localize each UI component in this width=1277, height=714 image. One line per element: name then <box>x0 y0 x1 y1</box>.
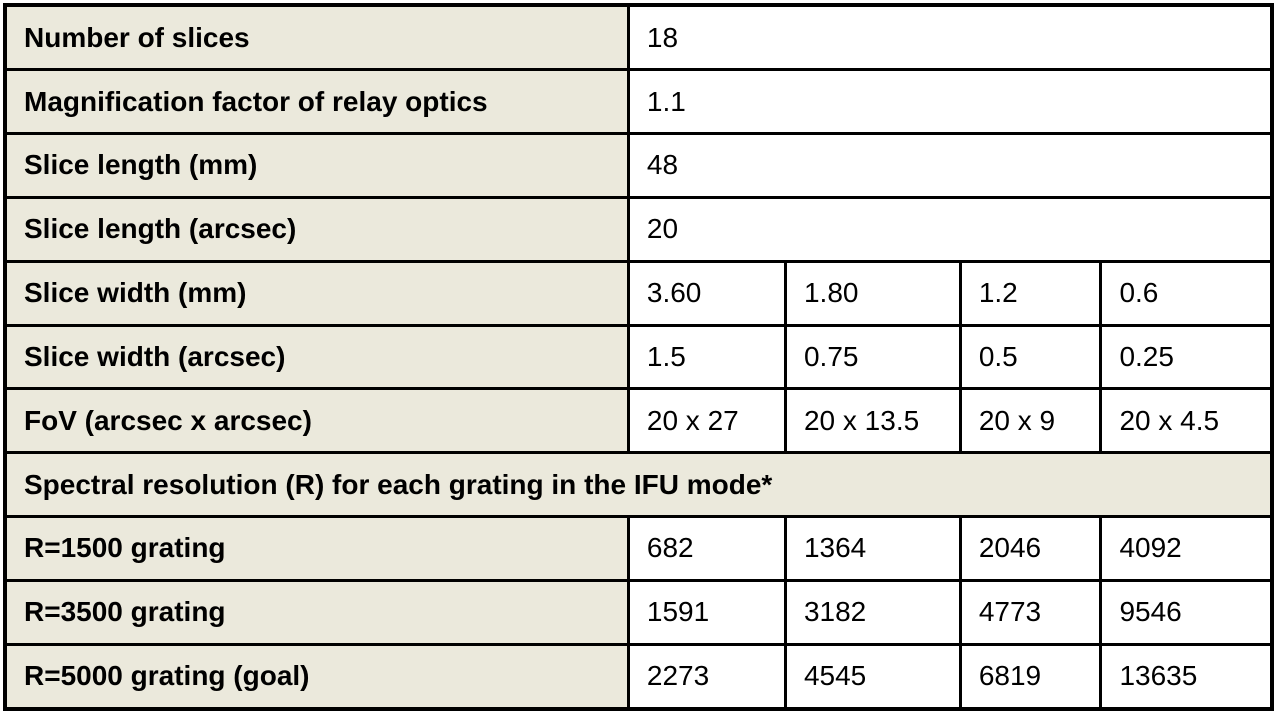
table-row-magnification-factor: Magnification factor of relay optics 1.1 <box>3 68 1274 136</box>
section-header: Spectral resolution (R) for each grating… <box>3 451 1274 519</box>
row-value-cell: 0.5 <box>958 323 1103 391</box>
row-label: R=3500 grating <box>3 578 630 646</box>
row-value-cell: 0.25 <box>1099 323 1274 391</box>
row-label: Slice width (arcsec) <box>3 323 630 391</box>
table-row-section-header: Spectral resolution (R) for each grating… <box>3 451 1274 519</box>
row-value-cell: 2273 <box>626 642 787 711</box>
row-value-cell: 1.5 <box>626 323 787 391</box>
row-value-cell: 2046 <box>958 515 1103 582</box>
row-label: Slice length (arcsec) <box>3 195 630 263</box>
row-value-cell: 9546 <box>1099 578 1274 646</box>
row-value-cell: 4092 <box>1099 515 1274 582</box>
spec-table: Number of slices 18 Magnification factor… <box>3 3 1274 711</box>
row-value-cell: 1.2 <box>958 259 1103 327</box>
row-value: 1.1 <box>626 68 1274 136</box>
table-row-fov: FoV (arcsec x arcsec) 20 x 27 20 x 13.5 … <box>3 387 1274 455</box>
row-value-cell: 4545 <box>783 642 962 711</box>
row-value-cell: 3182 <box>783 578 962 646</box>
row-value-cell: 1364 <box>783 515 962 582</box>
row-label: R=5000 grating (goal) <box>3 642 630 711</box>
row-value-cell: 20 x 9 <box>958 387 1103 455</box>
row-label: R=1500 grating <box>3 515 630 582</box>
row-value-cell: 6819 <box>958 642 1103 711</box>
table-row-slice-width-arcsec: Slice width (arcsec) 1.5 0.75 0.5 0.25 <box>3 323 1274 391</box>
row-value-cell: 20 x 13.5 <box>783 387 962 455</box>
row-label: Number of slices <box>3 3 630 72</box>
row-value-cell: 0.75 <box>783 323 962 391</box>
row-value-cell: 4773 <box>958 578 1103 646</box>
table-row-number-of-slices: Number of slices 18 <box>3 3 1274 72</box>
row-value-cell: 3.60 <box>626 259 787 327</box>
row-value-cell: 1591 <box>626 578 787 646</box>
table-row-r3500: R=3500 grating 1591 3182 4773 9546 <box>3 578 1274 646</box>
row-value: 20 <box>626 195 1274 263</box>
row-value-cell: 13635 <box>1099 642 1274 711</box>
row-value-cell: 1.80 <box>783 259 962 327</box>
table-row-slice-length-arcsec: Slice length (arcsec) 20 <box>3 195 1274 263</box>
row-label: Magnification factor of relay optics <box>3 68 630 136</box>
table-row-slice-length-mm: Slice length (mm) 48 <box>3 132 1274 199</box>
row-value-cell: 20 x 27 <box>626 387 787 455</box>
row-value-cell: 682 <box>626 515 787 582</box>
table-row-r1500: R=1500 grating 682 1364 2046 4092 <box>3 515 1274 582</box>
row-value-cell: 20 x 4.5 <box>1099 387 1274 455</box>
table-row-slice-width-mm: Slice width (mm) 3.60 1.80 1.2 0.6 <box>3 259 1274 327</box>
row-label: Slice width (mm) <box>3 259 630 327</box>
row-value: 18 <box>626 3 1274 72</box>
row-label: FoV (arcsec x arcsec) <box>3 387 630 455</box>
table-row-r5000: R=5000 grating (goal) 2273 4545 6819 136… <box>3 642 1274 711</box>
row-value: 48 <box>626 132 1274 199</box>
row-label: Slice length (mm) <box>3 132 630 199</box>
row-value-cell: 0.6 <box>1099 259 1274 327</box>
